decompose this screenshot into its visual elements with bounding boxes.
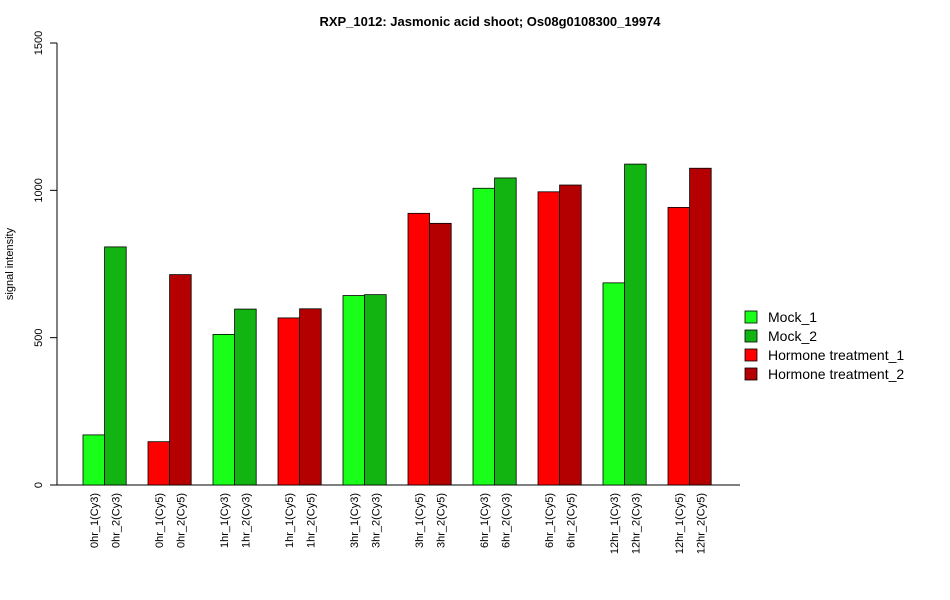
x-tick-label: 3hr_2(Cy5) bbox=[435, 493, 447, 548]
bars-group bbox=[82, 163, 712, 486]
y-tick-label: 0 bbox=[33, 482, 45, 488]
x-tick-label: 12hr_2(Cy5) bbox=[695, 493, 707, 554]
legend-label: Mock_1 bbox=[768, 309, 817, 325]
legend-swatch bbox=[744, 329, 758, 343]
x-tick-label: 3hr_2(Cy3) bbox=[370, 493, 382, 548]
legend-label: Hormone treatment_2 bbox=[768, 366, 904, 382]
x-tick-label: 3hr_1(Cy3) bbox=[349, 493, 361, 548]
x-tick-label: 0hr_1(Cy3) bbox=[89, 493, 101, 548]
x-tick-label: 3hr_1(Cy5) bbox=[414, 493, 426, 548]
bar bbox=[147, 441, 171, 486]
x-tick-label: 12hr_1(Cy3) bbox=[609, 493, 621, 554]
y-tick-label: 1500 bbox=[33, 31, 45, 55]
y-tick-label: 500 bbox=[33, 328, 45, 346]
bar bbox=[667, 207, 691, 486]
x-tick-label: 0hr_2(Cy3) bbox=[110, 493, 122, 548]
x-tick-label: 1hr_2(Cy5) bbox=[305, 493, 317, 548]
bar bbox=[624, 163, 647, 486]
bar bbox=[407, 212, 431, 486]
chart-title: RXP_1012: Jasmonic acid shoot; Os08g0108… bbox=[319, 14, 661, 29]
legend-label: Hormone treatment_1 bbox=[768, 347, 904, 363]
bar bbox=[212, 334, 236, 486]
x-tick-label: 1hr_2(Cy3) bbox=[240, 493, 252, 548]
bar bbox=[104, 246, 127, 486]
bar bbox=[559, 184, 582, 486]
legend-swatch bbox=[744, 310, 758, 324]
y-axis-label: signal intensity bbox=[4, 227, 16, 300]
bar bbox=[299, 308, 322, 486]
x-tick-label: 6hr_1(Cy5) bbox=[544, 493, 556, 548]
y-tick-label: 1000 bbox=[33, 178, 45, 202]
legend: Mock_1 Mock_2 Hormone treatment_1 Hormone t… bbox=[744, 309, 904, 382]
bar bbox=[82, 434, 106, 486]
x-tick-label: 0hr_2(Cy5) bbox=[175, 493, 187, 548]
bar bbox=[429, 222, 452, 486]
legend-swatch bbox=[744, 367, 758, 381]
bar bbox=[494, 177, 517, 486]
x-tick-label: 1hr_1(Cy5) bbox=[284, 493, 296, 548]
legend-swatch bbox=[744, 348, 758, 362]
bar bbox=[364, 294, 387, 486]
x-tick-label: 12hr_1(Cy5) bbox=[674, 493, 686, 554]
x-tick-label: 12hr_2(Cy3) bbox=[630, 493, 642, 554]
bar bbox=[234, 308, 257, 486]
bar bbox=[602, 282, 626, 486]
y-axis-ticks: 0 500 1000 1500 bbox=[33, 31, 57, 488]
x-tick-label: 0hr_1(Cy5) bbox=[154, 493, 166, 548]
x-tick-label: 1hr_1(Cy3) bbox=[219, 493, 231, 548]
x-tick-label: 6hr_1(Cy3) bbox=[479, 493, 491, 548]
legend-label: Mock_2 bbox=[768, 328, 817, 344]
x-axis-tick-labels: 0hr_1(Cy3) 0hr_2(Cy3) 0hr_1(Cy5) 0hr_2(Cy5)… bbox=[89, 493, 708, 554]
bar bbox=[537, 191, 561, 486]
bar bbox=[689, 167, 712, 486]
bar bbox=[277, 317, 301, 486]
bar bbox=[169, 274, 192, 486]
bar bbox=[472, 187, 496, 486]
x-tick-label: 6hr_2(Cy5) bbox=[565, 493, 577, 548]
bar bbox=[342, 295, 366, 486]
x-tick-label: 6hr_2(Cy3) bbox=[500, 493, 512, 548]
